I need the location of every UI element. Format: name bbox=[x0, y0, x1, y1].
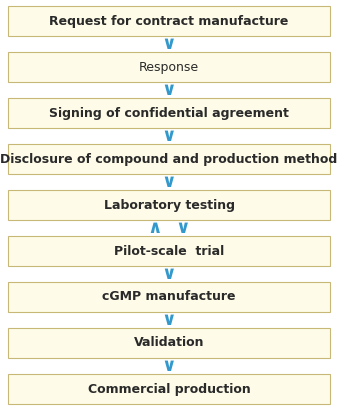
FancyBboxPatch shape bbox=[8, 190, 330, 220]
Text: Commercial production: Commercial production bbox=[88, 382, 250, 396]
Text: Request for contract manufacture: Request for contract manufacture bbox=[49, 14, 289, 28]
FancyBboxPatch shape bbox=[8, 328, 330, 358]
FancyBboxPatch shape bbox=[8, 144, 330, 174]
Text: ∧: ∧ bbox=[148, 219, 162, 237]
FancyBboxPatch shape bbox=[8, 52, 330, 82]
Text: Laboratory testing: Laboratory testing bbox=[103, 199, 235, 211]
FancyBboxPatch shape bbox=[8, 6, 330, 36]
Text: ∨: ∨ bbox=[162, 173, 176, 191]
Text: cGMP manufacture: cGMP manufacture bbox=[102, 290, 236, 304]
Text: Pilot-scale  trial: Pilot-scale trial bbox=[114, 244, 224, 258]
FancyBboxPatch shape bbox=[8, 98, 330, 128]
Text: Signing of confidential agreement: Signing of confidential agreement bbox=[49, 106, 289, 119]
Text: ∨: ∨ bbox=[162, 127, 176, 145]
Text: ∨: ∨ bbox=[162, 81, 176, 99]
Text: ∨: ∨ bbox=[162, 265, 176, 283]
FancyBboxPatch shape bbox=[8, 236, 330, 266]
Text: ∨: ∨ bbox=[162, 311, 176, 329]
Text: ∨: ∨ bbox=[162, 35, 176, 53]
Text: ∨: ∨ bbox=[176, 219, 190, 237]
Text: ∨: ∨ bbox=[162, 357, 176, 375]
Text: Disclosure of compound and production method: Disclosure of compound and production me… bbox=[0, 152, 338, 166]
FancyBboxPatch shape bbox=[8, 282, 330, 312]
Text: Response: Response bbox=[139, 61, 199, 73]
Text: Validation: Validation bbox=[134, 337, 204, 349]
FancyBboxPatch shape bbox=[8, 374, 330, 404]
